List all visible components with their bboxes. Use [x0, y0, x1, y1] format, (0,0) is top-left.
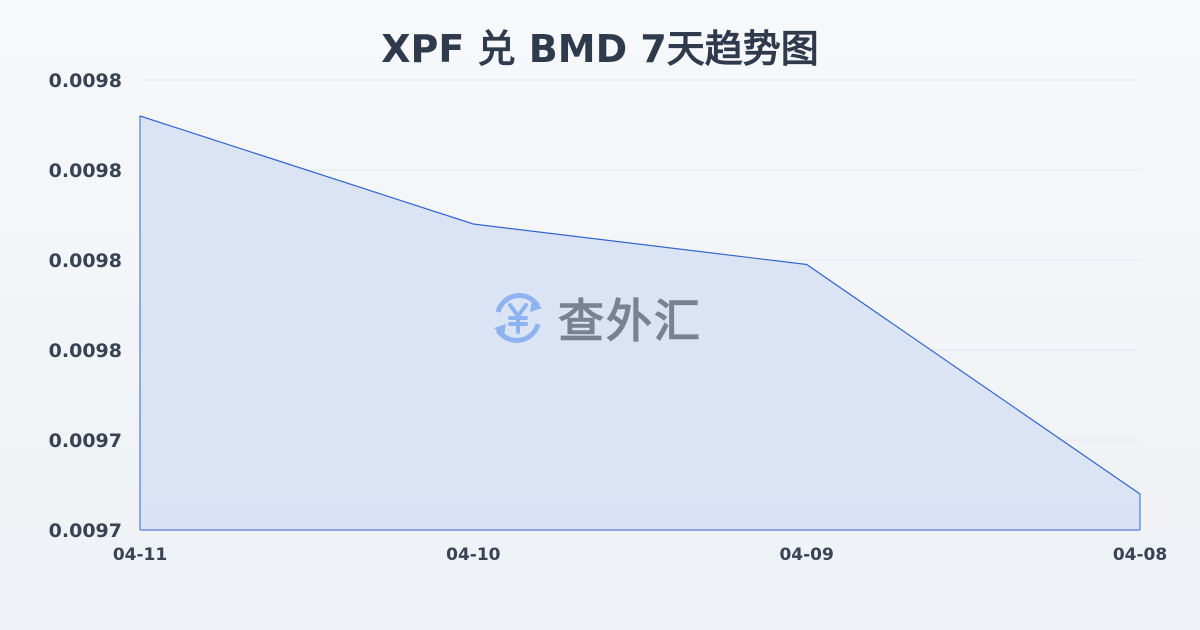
- x-tick-label: 04-09: [779, 545, 833, 565]
- watermark: 查外汇: [488, 285, 702, 351]
- data-point: [806, 264, 808, 265]
- series-line: [139, 115, 1141, 495]
- area-fill: [140, 116, 1140, 530]
- x-tick-label: 04-10: [446, 545, 501, 565]
- data-point: [472, 223, 474, 225]
- x-tick-label: 04-08: [1113, 545, 1167, 565]
- x-tick-label: 04-11: [113, 545, 167, 565]
- chart-title: XPF 兑 BMD 7天趋势图: [381, 27, 819, 71]
- data-point: [1139, 493, 1141, 495]
- data-point: [139, 115, 141, 117]
- y-tick-label: 0.0097: [49, 520, 122, 542]
- y-tick-label: 0.0098: [49, 160, 122, 182]
- yen-exchange-icon: [494, 293, 542, 343]
- watermark-text: 查外汇: [558, 294, 702, 348]
- y-tick-label: 0.0098: [49, 250, 122, 272]
- y-tick-label: 0.0098: [49, 340, 122, 362]
- y-tick-label: 0.0097: [49, 430, 122, 452]
- y-tick-label: 0.0098: [49, 70, 122, 92]
